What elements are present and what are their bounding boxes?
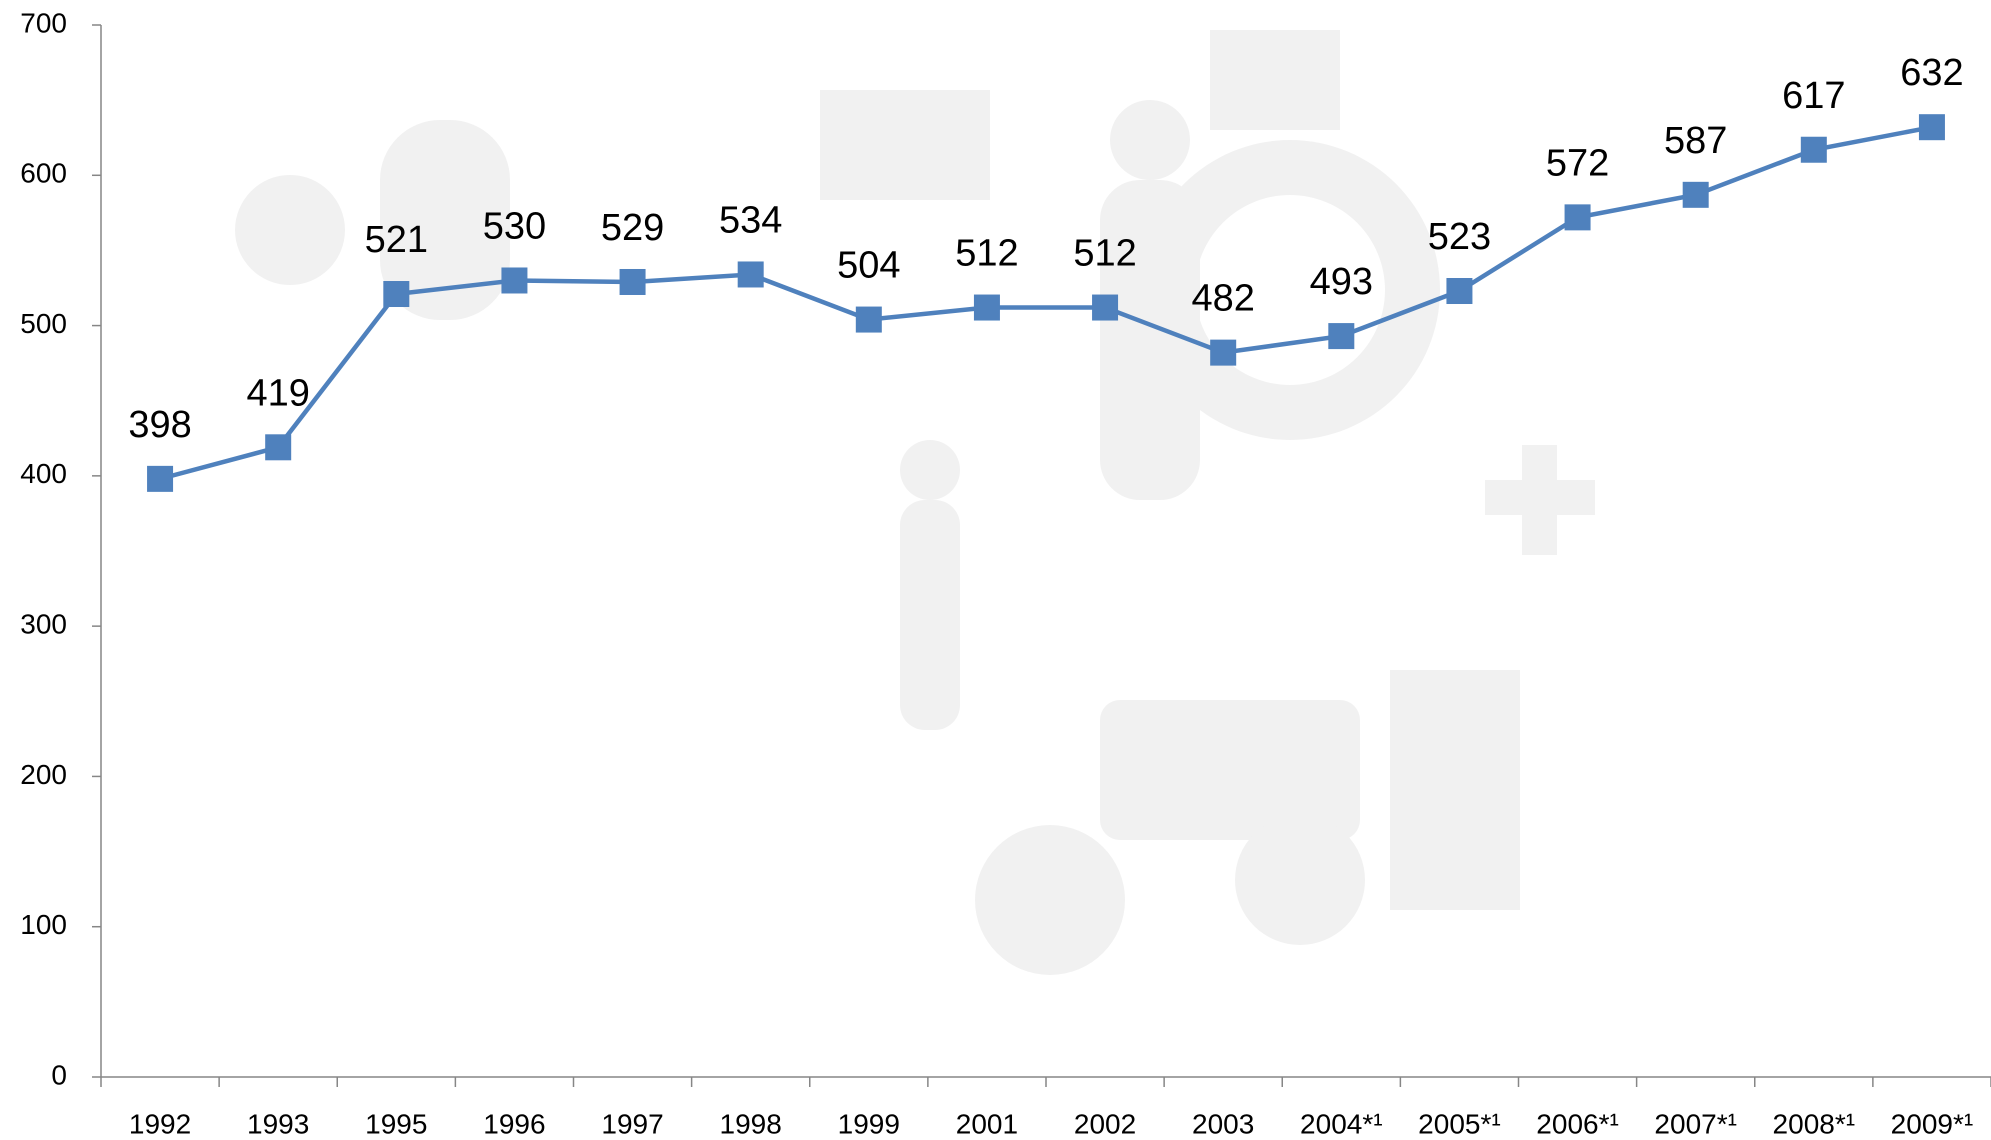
data-label: 521 <box>365 219 428 261</box>
x-tick-label: 2009*¹ <box>1891 1108 1974 1139</box>
data-label: 587 <box>1664 120 1727 162</box>
marker <box>1565 204 1591 230</box>
data-label: 530 <box>483 206 546 248</box>
marker <box>1919 114 1945 140</box>
x-tick-label: 2004*¹ <box>1300 1108 1383 1139</box>
data-label: 482 <box>1191 278 1254 320</box>
data-label: 632 <box>1900 52 1963 94</box>
y-tick-label: 600 <box>20 158 67 189</box>
data-label: 534 <box>719 200 782 242</box>
x-tick-label: 2007*¹ <box>1654 1108 1737 1139</box>
marker <box>738 261 764 287</box>
data-label: 617 <box>1782 75 1845 117</box>
marker <box>1328 323 1354 349</box>
y-tick-label: 700 <box>20 7 67 38</box>
x-tick-label: 1999 <box>838 1108 900 1139</box>
background-icons <box>235 30 1595 975</box>
x-tick-label: 1993 <box>247 1108 309 1139</box>
x-tick-label: 2001 <box>956 1108 1018 1139</box>
data-label: 504 <box>837 245 900 287</box>
data-label: 512 <box>955 233 1018 275</box>
y-tick-label: 100 <box>20 909 67 940</box>
data-label: 419 <box>246 372 309 414</box>
data-label: 529 <box>601 207 664 249</box>
y-tick-label: 200 <box>20 759 67 790</box>
x-tick-label: 1995 <box>365 1108 427 1139</box>
marker <box>1210 340 1236 366</box>
x-tick-label: 2008*¹ <box>1773 1108 1856 1139</box>
data-label: 398 <box>128 404 191 446</box>
x-tick-label: 2003 <box>1192 1108 1254 1139</box>
x-tick-label: 1996 <box>483 1108 545 1139</box>
page: {"chart_data": {"type": "line", "categor… <box>0 0 1991 1140</box>
data-label: 512 <box>1073 233 1136 275</box>
marker <box>1092 295 1118 321</box>
marker <box>1446 278 1472 304</box>
marker <box>1683 182 1709 208</box>
marker <box>265 434 291 460</box>
y-tick-label: 500 <box>20 308 67 339</box>
marker <box>147 466 173 492</box>
x-tick-label: 1992 <box>129 1108 191 1139</box>
y-tick-label: 300 <box>20 609 67 640</box>
marker <box>501 267 527 293</box>
y-tick-label: 400 <box>20 458 67 489</box>
x-tick-label: 2002 <box>1074 1108 1136 1139</box>
data-label: 493 <box>1310 261 1373 303</box>
marker <box>974 295 1000 321</box>
data-label: 523 <box>1428 216 1491 258</box>
x-tick-label: 1998 <box>720 1108 782 1139</box>
x-tick-label: 2006*¹ <box>1536 1108 1619 1139</box>
x-tick-label: 2005*¹ <box>1418 1108 1501 1139</box>
marker <box>1801 137 1827 163</box>
marker <box>620 269 646 295</box>
x-tick-label: 1997 <box>601 1108 663 1139</box>
marker <box>383 281 409 307</box>
marker <box>856 307 882 333</box>
chart: 0 100 200 300 400 500 600 700 1992 1993 1995 1996 19… <box>0 0 1991 1140</box>
y-tick-label: 0 <box>51 1059 67 1090</box>
data-label: 572 <box>1546 142 1609 184</box>
